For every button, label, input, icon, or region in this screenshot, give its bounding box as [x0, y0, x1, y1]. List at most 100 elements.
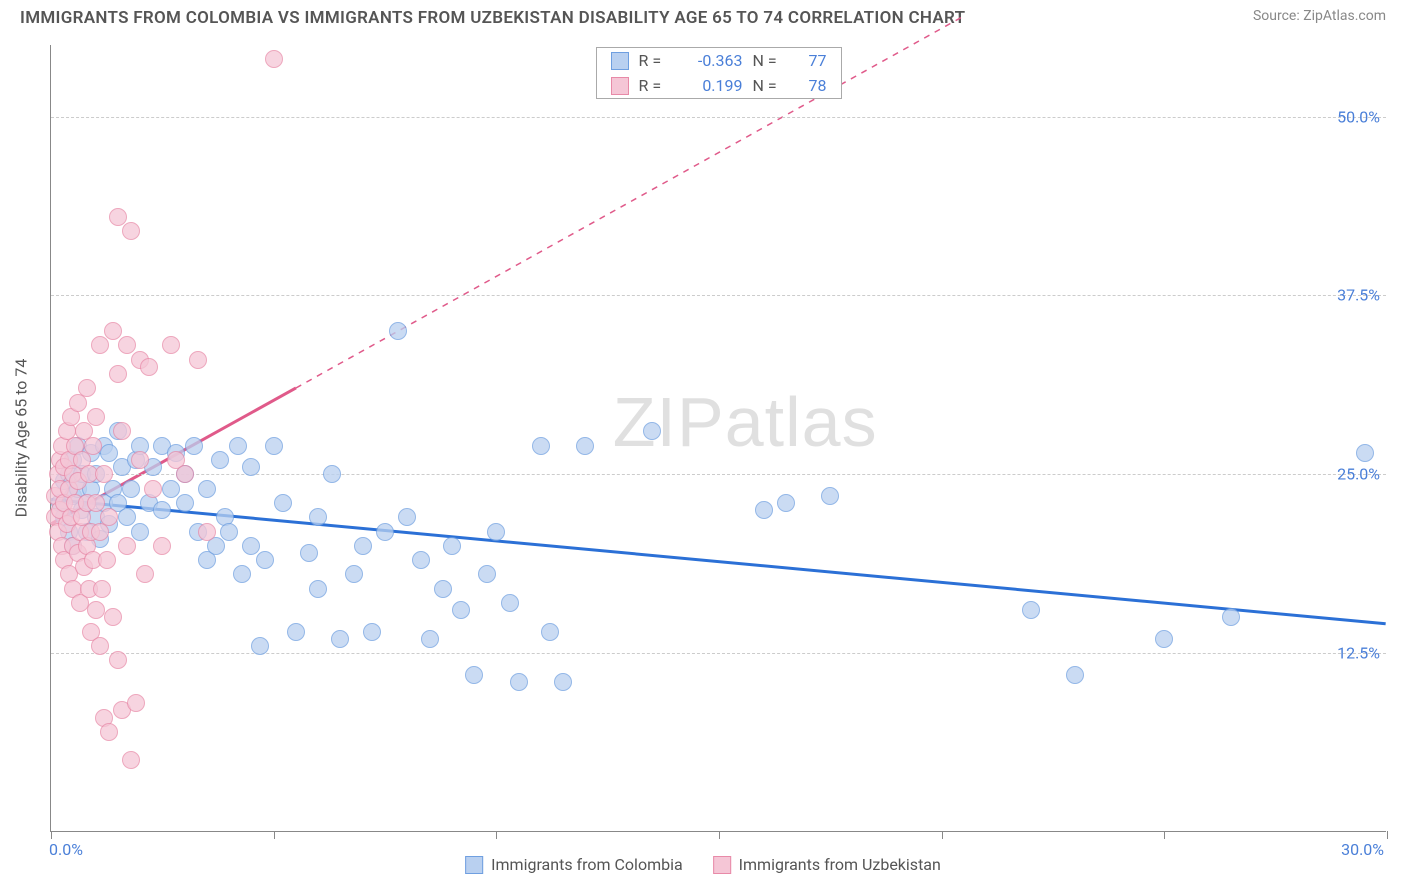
x-tick	[942, 831, 943, 839]
data-point	[1356, 444, 1374, 462]
x-tick	[496, 831, 497, 839]
watermark-bold: ZIP	[613, 383, 725, 461]
data-point	[265, 50, 283, 68]
data-point	[109, 651, 127, 669]
data-point	[398, 508, 416, 526]
data-point	[251, 637, 269, 655]
data-point	[131, 523, 149, 541]
data-point	[532, 437, 550, 455]
data-point	[256, 551, 274, 569]
data-point	[162, 480, 180, 498]
data-point	[189, 351, 207, 369]
data-point	[91, 637, 109, 655]
data-point	[541, 623, 559, 641]
data-point	[777, 494, 795, 512]
data-point	[363, 623, 381, 641]
data-point	[122, 751, 140, 769]
watermark-thin: atlas	[725, 383, 878, 461]
data-point	[109, 365, 127, 383]
data-point	[84, 437, 102, 455]
data-point	[421, 630, 439, 648]
data-point	[87, 494, 105, 512]
legend-swatch	[465, 856, 483, 874]
legend-swatch	[611, 77, 629, 95]
data-point	[162, 336, 180, 354]
data-point	[443, 537, 461, 555]
data-point	[153, 501, 171, 519]
legend-series-label: Immigrants from Colombia	[491, 855, 683, 874]
data-point	[242, 458, 260, 476]
data-point	[389, 322, 407, 340]
data-point	[100, 723, 118, 741]
data-point	[1222, 608, 1240, 626]
y-tick-label: 50.0%	[1337, 107, 1380, 126]
stat-r-value: -0.363	[683, 51, 743, 70]
data-point	[122, 480, 140, 498]
data-point	[331, 630, 349, 648]
data-point	[140, 358, 158, 376]
data-point	[265, 437, 283, 455]
data-point	[104, 608, 122, 626]
y-tick-label: 25.0%	[1337, 465, 1380, 484]
data-point	[309, 508, 327, 526]
data-point	[755, 501, 773, 519]
gridline-h	[51, 653, 1386, 654]
x-tick	[274, 831, 275, 839]
chart-title: IMMIGRANTS FROM COLOMBIA VS IMMIGRANTS F…	[20, 8, 965, 28]
data-point	[113, 422, 131, 440]
y-tick-label: 12.5%	[1337, 644, 1380, 663]
scatter-plot: Disability Age 65 to 74 ZIPatlas R = -0.…	[50, 45, 1386, 832]
data-point	[153, 537, 171, 555]
data-point	[287, 623, 305, 641]
data-point	[93, 580, 111, 598]
data-point	[242, 537, 260, 555]
x-tick-label: 30.0%	[1341, 840, 1384, 859]
data-point	[95, 465, 113, 483]
correlation-legend: R = -0.363 N = 77 R = 0.199 N = 78	[596, 47, 842, 99]
data-point	[300, 544, 318, 562]
data-point	[412, 551, 430, 569]
stat-n-value: 77	[797, 51, 827, 70]
data-point	[510, 673, 528, 691]
data-point	[354, 537, 372, 555]
data-point	[87, 601, 105, 619]
y-axis-title: Disability Age 65 to 74	[12, 359, 31, 518]
data-point	[136, 565, 154, 583]
stat-r-label: R =	[639, 76, 673, 95]
data-point	[376, 523, 394, 541]
data-point	[576, 437, 594, 455]
stat-r-value: 0.199	[683, 76, 743, 95]
gridline-h	[51, 117, 1386, 118]
data-point	[118, 336, 136, 354]
data-point	[91, 336, 109, 354]
x-tick-label: 0.0%	[49, 840, 83, 859]
data-point	[345, 565, 363, 583]
data-point	[452, 601, 470, 619]
data-point	[233, 565, 251, 583]
data-point	[1022, 601, 1040, 619]
legend-series-label: Immigrants from Uzbekistan	[739, 855, 941, 874]
data-point	[100, 508, 118, 526]
data-point	[323, 465, 341, 483]
data-point	[487, 523, 505, 541]
data-point	[127, 694, 145, 712]
data-point	[643, 422, 661, 440]
data-point	[118, 537, 136, 555]
series-legend: Immigrants from Colombia Immigrants from…	[465, 855, 941, 874]
x-tick	[51, 831, 52, 839]
legend-series-item: Immigrants from Colombia	[465, 855, 683, 874]
legend-series-item: Immigrants from Uzbekistan	[713, 855, 941, 874]
gridline-h	[51, 295, 1386, 296]
data-point	[198, 523, 216, 541]
data-point	[100, 444, 118, 462]
legend-swatch	[713, 856, 731, 874]
stat-n-value: 78	[797, 76, 827, 95]
data-point	[198, 480, 216, 498]
data-point	[176, 465, 194, 483]
x-tick	[1164, 831, 1165, 839]
data-point	[1066, 666, 1084, 684]
x-tick	[719, 831, 720, 839]
stat-n-label: N =	[753, 76, 787, 95]
legend-swatch	[611, 52, 629, 70]
data-point	[78, 379, 96, 397]
